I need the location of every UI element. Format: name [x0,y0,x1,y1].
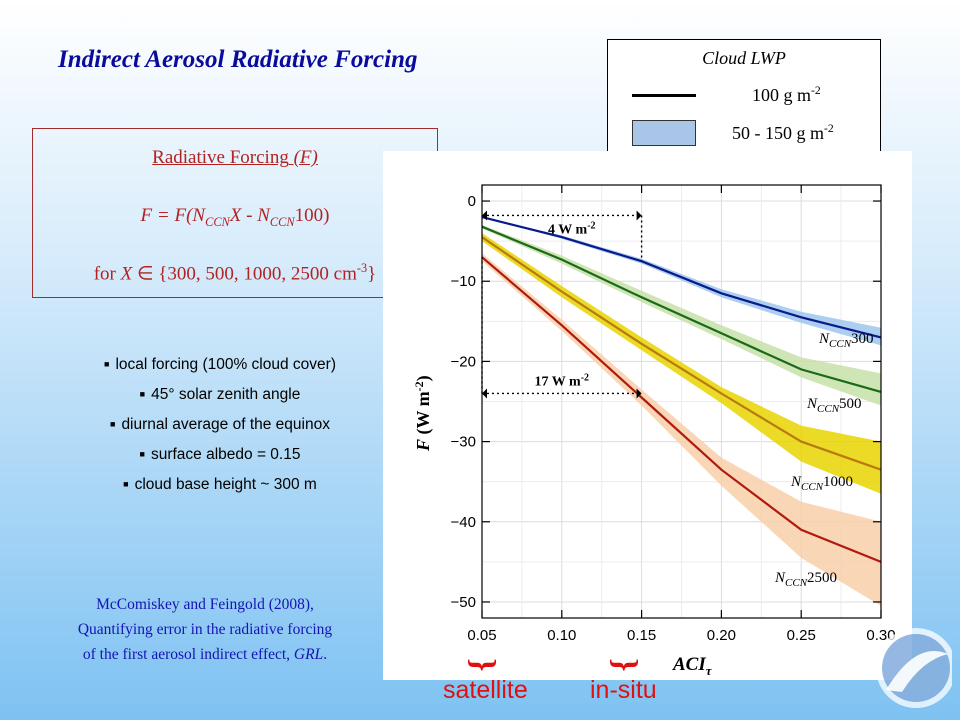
x-tick-label: 0.15 [627,627,656,644]
formula-heading-text: Radiative Forcing [152,147,289,168]
assumption-item: ■ local forcing (100% cloud cover) [104,356,336,373]
citation: McComiskey and Feingold (2008), Quantify… [30,592,380,667]
for-prefix: for [93,263,121,285]
series-label-500: NCCN500 [806,396,862,415]
satellite-label: satellite [443,676,528,704]
formula-sub2: CCN [269,214,295,229]
axes: 0.05 0.10 0.15 0.20 0.25 0.300−10−20−30−40−50… [412,184,896,678]
formula-heading: Radiative Forcing (F) [33,147,437,169]
y-tick-label: −10 [451,273,476,290]
y-tick-label: −20 [451,353,476,370]
assumption-text: cloud base height ~ 300 m [134,476,317,493]
legend-band-label: 50 - 150 g m-2 [732,122,834,144]
legend-line-label-text: 100 g m [752,85,812,105]
series-line-2500 [481,256,882,563]
legend-band-swatch [632,120,696,146]
annotation-label: 17 W m-2 [535,372,590,389]
formula-set: for X ∈ {300, 500, 1000, 2500 cm-3} [33,261,437,285]
series-label-300: NCCN300 [818,331,874,350]
satellite-brace: } [464,658,502,672]
annotation-label: 4 W m-2 [548,220,596,237]
x-tick-label: 0.20 [707,627,736,644]
legend-band-label-text: 50 - 150 g m [732,123,824,143]
annotations: 4 W m-2 17 W m-2 [481,210,643,399]
legend-title: Cloud LWP [702,48,786,68]
assumption-text: local forcing (100% cloud cover) [115,356,336,373]
for-close: } [367,263,377,285]
chart-panel: 4 W m-2 17 W m-2 0.05 0.10 0.15 0.20 0.25 0.30… [383,151,912,680]
series-line-1000 [481,236,882,471]
legend-line-label: 100 g m-2 [752,84,821,106]
y-tick-label: 0 [468,193,476,210]
for-sup: -3 [356,261,368,275]
citation-line1: McComiskey and Feingold (2008), [96,596,314,613]
in-situ-label: in-situ [590,676,657,704]
for-member: ∈ [132,263,159,285]
formula-box: Radiative Forcing (F) F = F(NCCNX - NCCN… [32,128,438,298]
citation-journal: GRL [293,646,324,663]
assumption-text: surface albedo = 0.15 [150,446,301,463]
for-set: {300, 500, 1000, 2500 cm [158,263,357,285]
uncertainty-band-2500 [482,253,881,606]
legend-line-swatch [632,94,696,97]
series-labels: NCCN300 NCCN500 NCCN1000 NCCN2500 [774,331,874,589]
x-axis-label: ACIτ [672,654,713,678]
citation-line3: of the first aerosol indirect effect, GR… [30,642,380,667]
y-tick-label: −50 [451,594,476,611]
legend-band-label-sup: -2 [824,122,834,135]
arrow-head [482,388,487,399]
slide-title: Indirect Aerosol Radiative Forcing [58,46,418,73]
in-situ-brace: } [606,658,644,672]
for-var: X [120,263,133,285]
series-lines [481,216,882,563]
series-line-300 [481,216,882,339]
y-tick-label: −40 [451,514,476,531]
assumption-item: ■ cloud base height ~ 300 m [123,476,317,493]
formula-sub1: CCN [205,214,230,229]
plot-frame [481,184,882,619]
assumption-text: diurnal average of the equinox [121,416,330,433]
formula-heading-var: (F) [293,147,318,168]
legend-line-label-sup: -2 [811,84,821,97]
formula-lhs: F = F(N [140,205,206,226]
assumption-item: ■ surface albedo = 0.15 [139,446,301,463]
arrow-head [482,210,487,221]
formula-mid: X - N [229,205,270,226]
x-tick-label: 0.25 [787,627,816,644]
formula-equation: F = F(NCCNX - NCCN100) [33,205,437,230]
citation-line2: Quantifying error in the radiative forci… [77,621,333,638]
y-axis-label: F (W m-2) [412,375,434,452]
citation-line3-suffix: . [323,646,328,663]
arrow-head [636,388,642,399]
arrow-head [636,210,642,221]
series-line-500 [481,225,882,393]
assumption-item: ■ 45° solar zenith angle [139,386,301,403]
assumption-item: ■ diurnal average of the equinox [110,416,330,433]
series-label-1000: NCCN1000 [790,474,853,493]
series-label-2500: NCCN2500 [774,570,837,589]
assumption-list: ■ local forcing (100% cloud cover) ■ 45° s… [40,350,400,500]
uncertainty-band-300 [482,217,881,346]
y-tick-label: −30 [451,434,476,451]
legend: Cloud LWP 100 g m-2 50 - 150 g m-2 [607,39,881,155]
forcing-chart: 4 W m-217 W m-2 0.05 0.10 0.15 0.20 0.25 0.30… [412,184,896,678]
x-tick-label: 0.05 [467,627,496,644]
formula-end: 100) [294,205,330,226]
noaa-logo-icon [876,628,952,708]
assumption-text: 45° solar zenith angle [151,386,301,403]
x-tick-label: 0.10 [547,627,576,644]
citation-line3-prefix: of the first aerosol indirect effect, [82,646,294,663]
